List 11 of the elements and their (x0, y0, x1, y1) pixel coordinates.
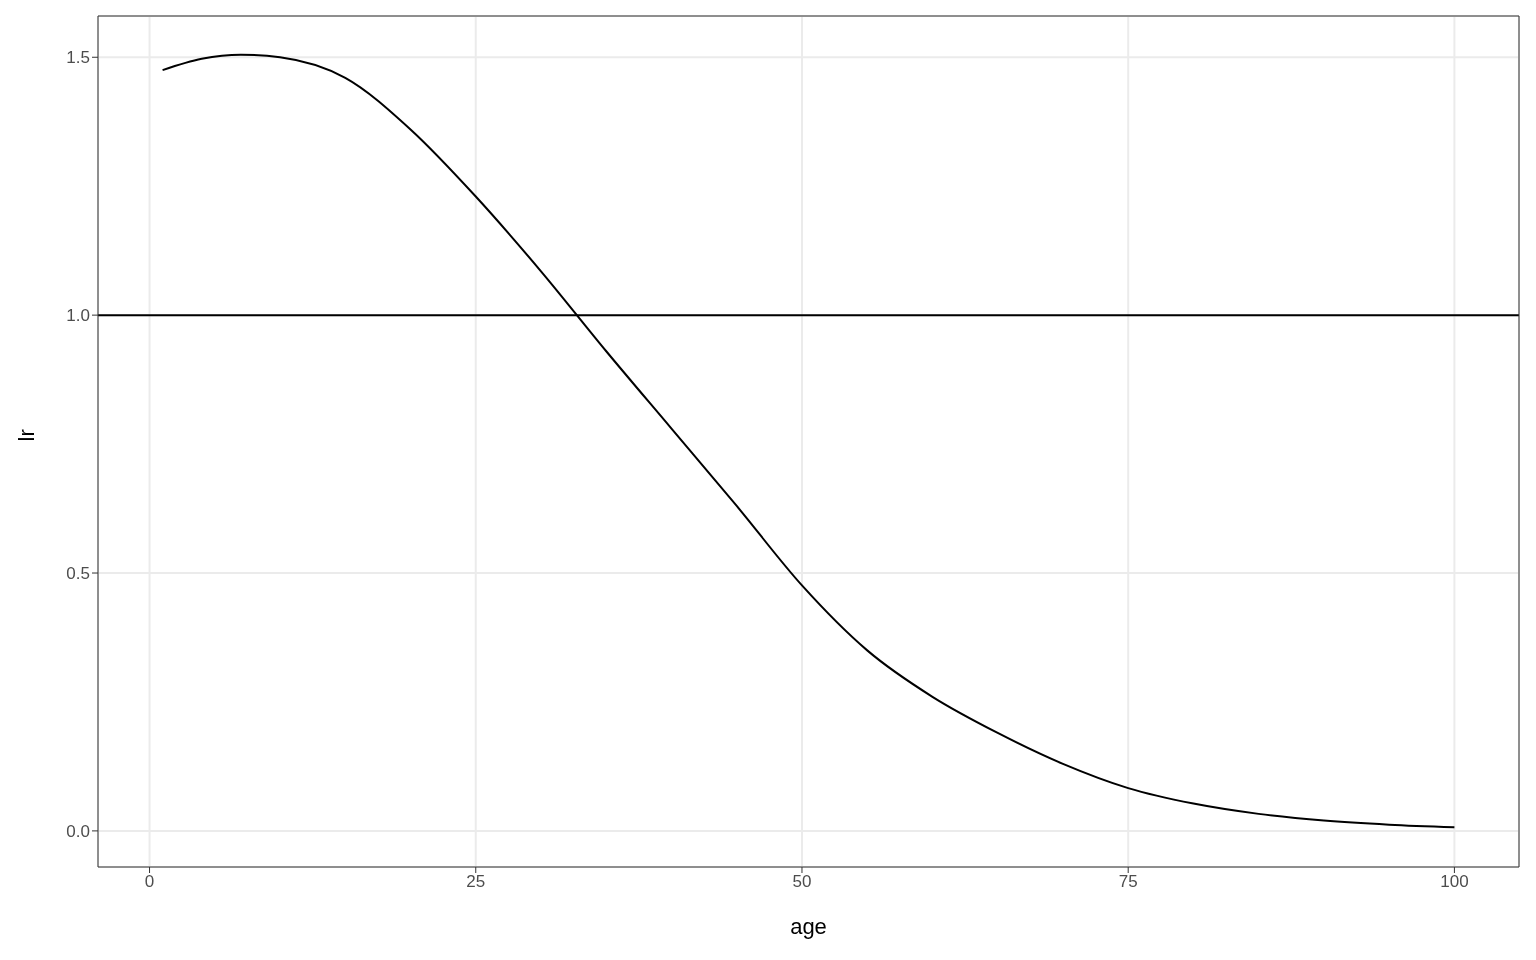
y-tick-label: 0.5 (66, 564, 90, 584)
y-tick-label: 0.0 (66, 821, 90, 841)
y-tick-label: 1.0 (66, 306, 90, 326)
x-tick-label: 100 (1440, 872, 1469, 892)
y-axis-title: lr (13, 429, 39, 442)
x-tick-label: 0 (144, 872, 155, 892)
x-tick-label: 75 (1118, 872, 1138, 892)
x-tick-label: 50 (792, 872, 812, 892)
x-tick-label: 25 (466, 872, 486, 892)
y-tick-label: 1.5 (66, 48, 90, 68)
x-axis-title: age (790, 914, 827, 939)
